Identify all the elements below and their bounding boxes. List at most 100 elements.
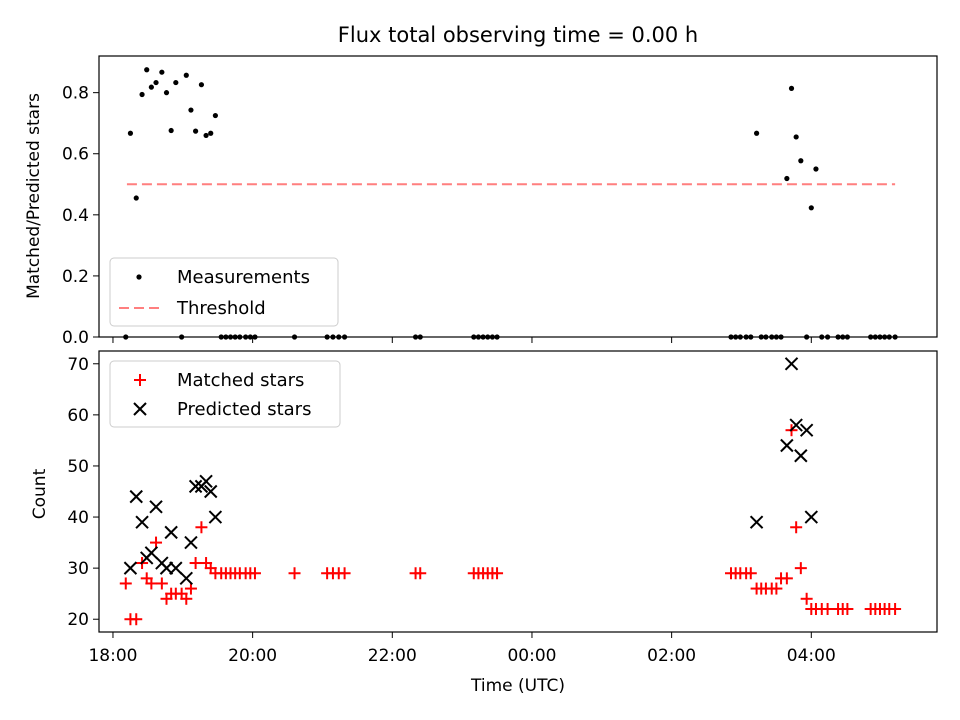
matched-star-point xyxy=(288,567,301,580)
matched-star-point xyxy=(195,521,208,534)
top-y-tick-label: 0.6 xyxy=(62,145,89,165)
measurement-point xyxy=(784,175,790,182)
legend-matched-label: Matched stars xyxy=(177,370,304,391)
bottom-y-tick-label: 40 xyxy=(67,508,89,528)
matched-star-point xyxy=(770,582,783,595)
bottom-y-axis-label: Count xyxy=(30,468,50,519)
predicted-star-point xyxy=(794,449,808,463)
measurement-point xyxy=(813,166,819,172)
measurement-point xyxy=(788,85,795,91)
bottom-y-ticks: 20 30 40 50 60 70 xyxy=(67,355,99,630)
chart-title: Flux total observing time = 0.00 h xyxy=(338,23,698,47)
legend-predicted-marker xyxy=(133,402,147,416)
predicted-star-point xyxy=(789,418,803,432)
legend-measurements-label: Measurements xyxy=(177,267,310,288)
legend-measurements-marker xyxy=(136,274,142,280)
predicted-star-point xyxy=(144,546,159,560)
predicted-star-point xyxy=(804,510,819,524)
top-y-tick-label: 0.2 xyxy=(62,267,89,287)
x-tick-label: 18:00 xyxy=(88,646,137,666)
matched-star-point xyxy=(145,577,158,590)
predicted-star-point xyxy=(799,423,814,437)
measurement-point xyxy=(159,69,165,75)
legend-matched-marker xyxy=(134,374,146,386)
measurement-point xyxy=(753,130,760,136)
measurement-point xyxy=(208,130,214,136)
top-y-tick-label: 0.4 xyxy=(62,206,89,226)
measurement-point xyxy=(133,195,139,201)
bottom-y-tick-label: 60 xyxy=(67,406,89,426)
top-y-tick-label: 0.0 xyxy=(62,328,89,348)
matched-star-point xyxy=(800,592,813,605)
legend-predicted-label: Predicted stars xyxy=(177,399,311,420)
top-legend: Measurements Threshold xyxy=(109,257,339,327)
matched-star-point xyxy=(155,577,168,590)
matched-star-point xyxy=(821,603,834,616)
bottom-y-tick-label: 20 xyxy=(67,610,89,630)
x-tick-label: 20:00 xyxy=(228,646,277,666)
matched-star-point xyxy=(150,536,163,549)
measurement-point xyxy=(139,91,145,98)
measurement-point xyxy=(163,90,170,96)
matched-star-point xyxy=(841,603,854,616)
x-tick-label: 02:00 xyxy=(647,646,696,666)
predicted-star-point xyxy=(208,510,223,524)
top-y-axis-label: Matched/Predicted stars xyxy=(24,93,44,299)
bottom-plot-frame xyxy=(98,350,938,633)
predicted-star-point xyxy=(164,525,178,540)
top-plot-frame xyxy=(98,55,938,338)
matched-star-point xyxy=(491,567,504,580)
matched-star-point xyxy=(744,567,757,580)
top-y-tick-label: 0.8 xyxy=(62,84,89,104)
measurement-point xyxy=(127,130,134,136)
matched-star-point xyxy=(189,557,202,570)
measurement-point xyxy=(798,158,804,164)
bottom-y-tick-label: 30 xyxy=(67,559,89,579)
matched-stars-series xyxy=(119,424,902,626)
measurement-point xyxy=(808,205,814,211)
predicted-star-point xyxy=(123,561,138,575)
top-legend-box xyxy=(109,257,339,327)
predicted-star-point xyxy=(199,474,213,488)
measurement-point xyxy=(198,82,205,88)
top-panel: 0.00.20.40.60.8 Matched/Predicted stars … xyxy=(24,55,938,348)
predicted-star-point xyxy=(129,489,143,504)
measurement-point xyxy=(144,67,150,73)
predicted-star-point xyxy=(184,535,198,550)
measurement-point xyxy=(153,79,159,86)
matched-star-point xyxy=(184,582,197,595)
matched-star-point xyxy=(248,567,261,580)
measurement-point xyxy=(203,132,209,139)
measurement-point xyxy=(168,127,174,134)
matched-star-point xyxy=(119,577,132,590)
predicted-star-point xyxy=(188,479,203,494)
matched-star-point xyxy=(338,567,351,580)
matched-star-point xyxy=(794,562,807,575)
matched-star-point xyxy=(130,613,143,626)
matched-star-point xyxy=(414,567,427,580)
legend-threshold-label: Threshold xyxy=(176,298,266,319)
measurement-point xyxy=(183,72,189,78)
x-tick-label: 04:00 xyxy=(787,646,836,666)
predicted-star-point xyxy=(204,484,218,499)
matched-star-point xyxy=(889,603,902,616)
predicted-star-point xyxy=(149,500,163,514)
bottom-legend: Matched stars Predicted stars xyxy=(109,360,341,428)
predicted-stars-series xyxy=(123,357,819,586)
measurement-point xyxy=(793,134,799,140)
measurement-point xyxy=(173,79,179,86)
predicted-star-point xyxy=(749,515,764,529)
measurement-point xyxy=(188,107,194,113)
bottom-x-ticks: 18:00 20:00 22:00 00:00 02:00 04:00 xyxy=(88,632,836,666)
measurement-point xyxy=(148,84,154,90)
measurement-point xyxy=(193,128,199,134)
x-axis-label: Time (UTC) xyxy=(470,676,565,696)
top-y-ticks: 0.0 0.2 0.4 0.6 0.8 xyxy=(62,84,99,348)
matched-star-point xyxy=(780,572,793,585)
predicted-star-point xyxy=(135,515,149,529)
predicted-star-point xyxy=(784,357,799,371)
predicted-star-point xyxy=(179,571,193,586)
x-tick-label: 22:00 xyxy=(368,646,417,666)
